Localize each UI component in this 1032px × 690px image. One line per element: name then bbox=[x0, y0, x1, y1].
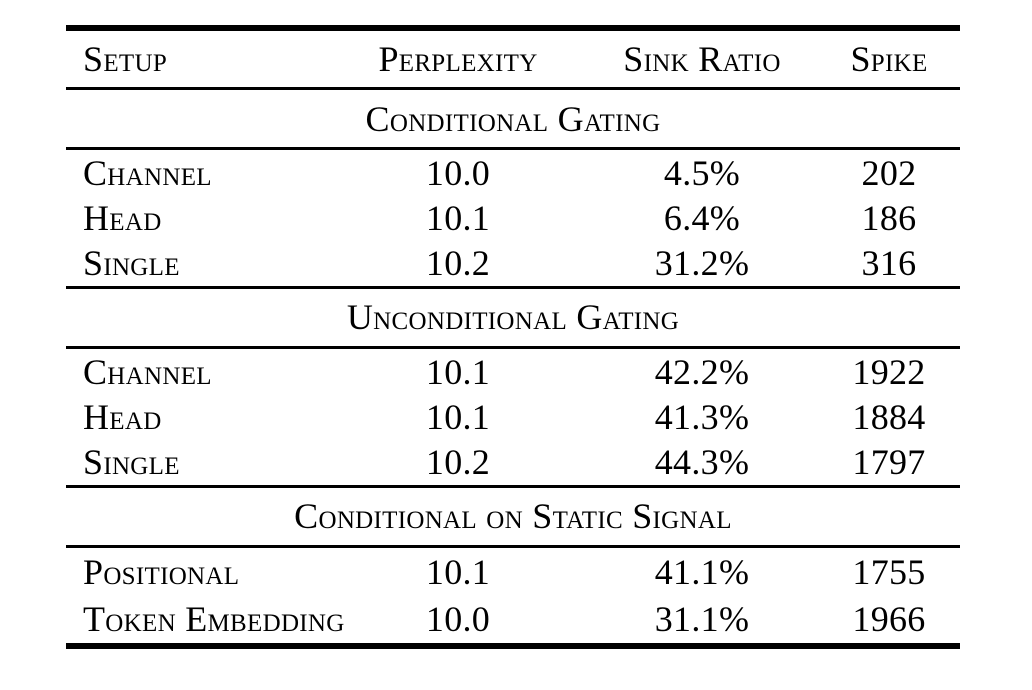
section-divider-rule bbox=[66, 285, 960, 289]
section-title: Conditional on Static Signal bbox=[294, 496, 732, 537]
perplexity-cell: 10.1 bbox=[425, 551, 491, 592]
sink-ratio-cell: 44.3% bbox=[654, 442, 750, 483]
spike-cell: 1966 bbox=[852, 599, 926, 640]
sink-ratio-cell: 41.3% bbox=[654, 396, 750, 437]
spike-cell: 202 bbox=[861, 152, 917, 193]
header-row: Setup Perplexity Sink Ratio Spike bbox=[66, 31, 960, 87]
sink-ratio-cell: 4.5% bbox=[663, 152, 741, 193]
sink-ratio-cell: 31.2% bbox=[654, 243, 750, 284]
bottom-rule bbox=[66, 642, 960, 649]
spike-cell: 1797 bbox=[852, 442, 926, 483]
setup-cell: Single bbox=[83, 442, 180, 483]
spike-cell: 1884 bbox=[852, 396, 926, 437]
table-row: Channel 10.0 4.5% 202 bbox=[66, 150, 960, 195]
table-row: Head 10.1 41.3% 1884 bbox=[66, 394, 960, 439]
setup-cell: Channel bbox=[83, 351, 212, 392]
sink-ratio-cell: 41.1% bbox=[654, 551, 750, 592]
section-divider-rule bbox=[66, 147, 960, 150]
column-header-setup: Setup bbox=[83, 39, 168, 79]
perplexity-cell: 10.1 bbox=[425, 351, 491, 392]
spike-cell: 1755 bbox=[852, 551, 926, 592]
section-divider-rule bbox=[66, 484, 960, 488]
perplexity-cell: 10.1 bbox=[425, 197, 491, 238]
perplexity-cell: 10.0 bbox=[425, 599, 491, 640]
table-row: Channel 10.1 42.2% 1922 bbox=[66, 349, 960, 394]
section-divider-rule bbox=[66, 345, 960, 349]
top-rule bbox=[66, 25, 960, 31]
perplexity-cell: 10.2 bbox=[425, 243, 491, 284]
table-row: Token Embedding 10.0 31.1% 1966 bbox=[66, 595, 960, 643]
section-header-unconditional-gating: Unconditional Gating bbox=[66, 289, 960, 346]
sink-ratio-cell: 6.4% bbox=[663, 197, 741, 238]
perplexity-cell: 10.1 bbox=[425, 396, 491, 437]
setup-cell: Channel bbox=[83, 152, 212, 193]
section-title: Conditional Gating bbox=[365, 98, 661, 139]
column-header-sink-ratio: Sink Ratio bbox=[623, 39, 781, 79]
header-divider-rule bbox=[66, 87, 960, 90]
column-header-spike: Spike bbox=[850, 39, 928, 79]
section-title: Unconditional Gating bbox=[346, 297, 680, 338]
sink-ratio-cell: 42.2% bbox=[654, 351, 750, 392]
section-header-conditional-static-signal: Conditional on Static Signal bbox=[66, 488, 960, 545]
setup-cell: Head bbox=[83, 396, 162, 437]
spike-cell: 186 bbox=[861, 197, 917, 238]
table-row: Single 10.2 31.2% 316 bbox=[66, 241, 960, 286]
spike-cell: 316 bbox=[861, 243, 917, 284]
setup-cell: Head bbox=[83, 197, 162, 238]
setup-cell: Single bbox=[83, 243, 180, 284]
section-header-conditional-gating: Conditional Gating bbox=[66, 90, 960, 147]
table-row: Positional 10.1 41.1% 1755 bbox=[66, 548, 960, 596]
perplexity-cell: 10.0 bbox=[425, 152, 491, 193]
spike-cell: 1922 bbox=[852, 351, 926, 392]
setup-cell: Token Embedding bbox=[83, 599, 345, 640]
section-divider-rule bbox=[66, 544, 960, 548]
column-header-perplexity: Perplexity bbox=[378, 39, 538, 79]
perplexity-cell: 10.2 bbox=[425, 442, 491, 483]
table-row: Single 10.2 44.3% 1797 bbox=[66, 440, 960, 485]
table-row: Head 10.1 6.4% 186 bbox=[66, 195, 960, 240]
results-table: Setup Perplexity Sink Ratio Spike Condit… bbox=[66, 25, 960, 649]
setup-cell: Positional bbox=[83, 551, 240, 592]
sink-ratio-cell: 31.1% bbox=[654, 599, 750, 640]
